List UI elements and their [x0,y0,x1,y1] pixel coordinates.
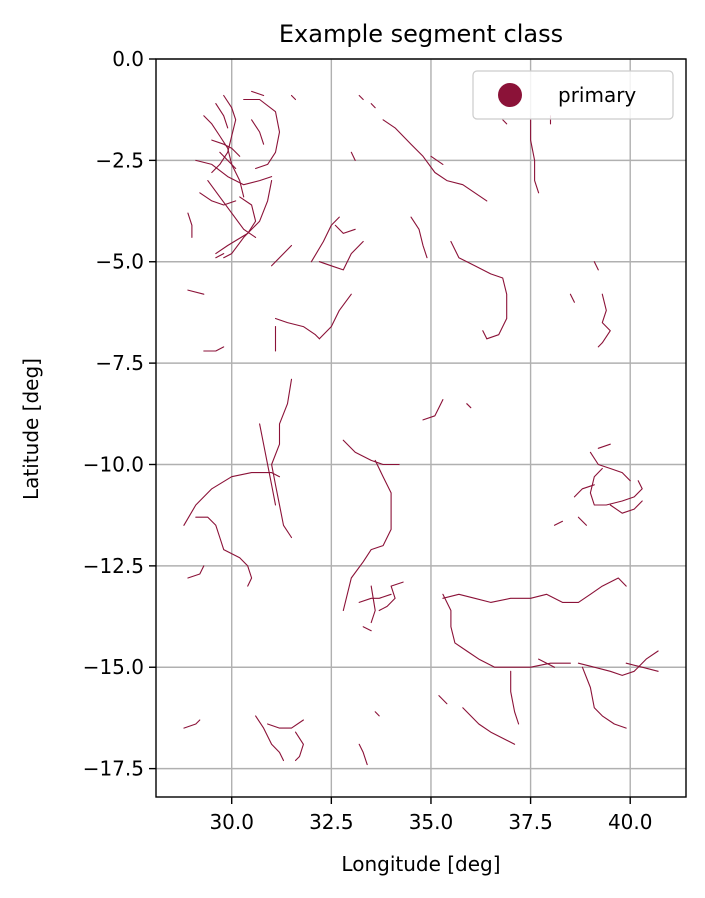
road-segment-primary [370,585,376,624]
y-axis-title: Latitude [deg] [19,358,43,500]
x-tick-label: 32.5 [309,810,354,834]
road-segment-primary [223,180,273,259]
road-segment-primary [207,180,257,238]
y-tick-label: −17.5 [83,757,144,781]
road-segment-primary [350,151,356,161]
road-segment-primary [593,261,599,271]
road-segment-primary [422,399,444,421]
road-segment-primary [267,719,304,729]
road-segment-primary [219,151,237,170]
legend: primary [472,70,674,120]
road-segment-primary [358,94,364,101]
road-segment-primary [318,240,364,271]
road-segment-primary [410,216,428,259]
y-tick-label: −10.0 [83,452,144,476]
road-segment-primary [502,119,508,125]
road-segment-primary [510,670,520,725]
road-segment-primary [251,90,265,97]
road-segment-primary [589,467,643,506]
legend-box [472,70,674,120]
road-segment-primary [625,662,659,672]
x-tick-label: 35.0 [409,810,454,834]
road-segment-primary [187,565,205,579]
road-segment-primary [203,346,225,352]
road-segment-primary [215,103,229,129]
road-segment-primary [581,666,627,729]
road-segment-primary [215,253,225,259]
tick-layer: 30.0 32.5 35.0 37.5 40.0 0.0 −2.5 −5.0 −7.5 −10.0… [83,47,653,834]
y-tick-label: −15.0 [83,655,144,679]
chart-title: Example segment class [279,20,563,48]
road-segment-primary [553,520,564,526]
road-segment-primary [203,115,245,198]
road-segment-primary [589,451,631,482]
y-tick-label: 0.0 [112,47,144,71]
x-tick-label: 30.0 [209,810,254,834]
road-segment-primary [215,196,257,255]
legend-label-primary: primary [558,83,636,107]
road-segment-primary [342,459,392,612]
road-segment-primary [358,593,392,603]
road-segment-primary [255,715,285,762]
plot-frame [155,58,687,798]
road-segment-primary [430,155,444,165]
road-segment-primary [378,581,404,612]
y-tick-label: −5.0 [95,250,144,274]
road-segment-primary [597,443,611,449]
road-segment-primary [442,577,627,603]
road-segment-primary [450,240,508,340]
road-segment-primary [271,244,293,267]
x-axis-title: Longitude [deg] [341,852,500,876]
road-segment-primary [334,224,356,234]
legend-marker-primary [498,83,522,107]
road-segment-primary [290,94,297,101]
road-segment-primary [271,378,293,539]
road-segment-primary [609,500,643,514]
road-segment-primary [187,212,193,238]
road-segment-primary [318,293,352,340]
road-segment-primary [569,293,575,303]
road-segment-primary [195,516,253,587]
road-segment-primary [211,94,237,174]
road-segment-primary [342,439,400,466]
road-segment-primary [187,289,205,295]
road-segment-primary [274,317,320,340]
road-segment-primary [482,330,488,340]
y-tick-label: −12.5 [83,554,144,578]
road-segment-primary [294,731,304,762]
road-segment-primary [538,658,556,668]
data-layer [183,90,659,766]
road-segment-primary [442,593,571,668]
road-segment-primary [374,711,380,717]
x-tick-label: 40.0 [608,810,653,834]
road-segment-primary [530,119,540,194]
road-segment-primary [251,119,265,145]
road-segment-primary [466,403,472,409]
grid-lines [156,58,686,797]
road-segment-primary [211,139,241,157]
road-segment-primary [183,472,281,526]
road-segment-primary [597,293,611,348]
road-segment-primary [183,719,201,729]
road-segment-primary [243,98,281,170]
road-segment-primary [362,626,372,632]
road-segment-primary [438,695,448,705]
road-segment-primary [462,707,516,745]
road-segment-primary [195,159,273,186]
road-segment-primary [259,423,277,506]
road-segment-primary [573,484,595,498]
road-segment-primary [577,650,659,676]
road-segment-primary [370,103,376,109]
x-tick-label: 37.5 [508,810,553,834]
road-segment-primary [577,516,587,526]
y-tick-label: −2.5 [95,148,144,172]
y-tick-label: −7.5 [95,351,144,375]
road-segment-primary [358,743,368,766]
road-segment-primary [199,192,237,206]
road-segment-primary [382,119,488,202]
road-segment-primary [310,216,340,263]
